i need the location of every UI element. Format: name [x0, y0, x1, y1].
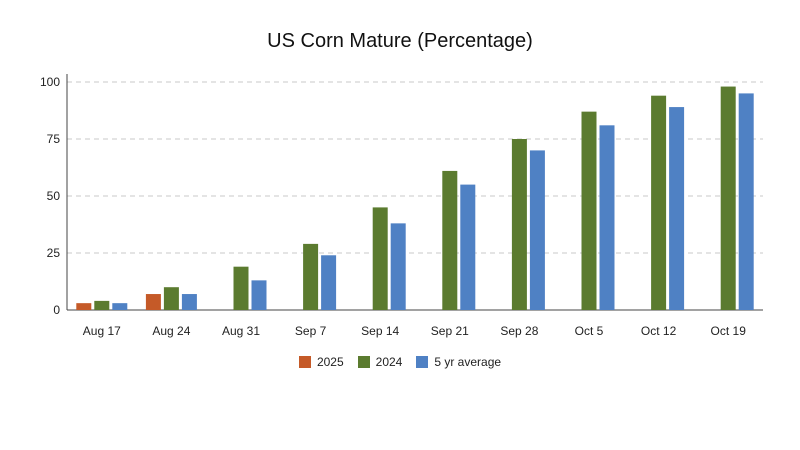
- x-tick-label: Aug 24: [152, 324, 190, 338]
- x-tick-label: Sep 14: [361, 324, 399, 338]
- bar-5-yr-average: [738, 93, 754, 311]
- legend-label: 5 yr average: [434, 355, 502, 369]
- x-tick-label: Sep 7: [295, 324, 327, 338]
- legend-swatch: [416, 356, 429, 368]
- bar-2024: [163, 287, 179, 310]
- legend-item: 5 yr average: [416, 355, 501, 369]
- bar-5-yr-average: [251, 280, 267, 310]
- legend-item: 2024: [357, 355, 403, 369]
- y-tick-label: 75: [47, 132, 61, 146]
- bar-2024: [581, 111, 597, 310]
- bar-5-yr-average: [181, 294, 197, 310]
- legend-label: 2024: [375, 355, 403, 369]
- x-tick-label: Sep 28: [500, 324, 538, 338]
- bar-2024: [651, 95, 667, 311]
- bar-2025: [76, 303, 92, 310]
- bar-5-yr-average: [390, 223, 406, 310]
- bar-5-yr-average: [599, 125, 615, 310]
- bar-5-yr-average: [321, 255, 337, 310]
- bar-5-yr-average: [669, 107, 685, 310]
- legend: 2025 2024 5 yr average: [0, 355, 800, 369]
- bar-5-yr-average: [529, 150, 545, 310]
- x-tick-label: Aug 17: [83, 324, 121, 338]
- bar-2024: [442, 170, 458, 310]
- bar-2025: [145, 294, 161, 310]
- legend-swatch: [298, 356, 311, 368]
- x-tick-label: Oct 5: [575, 324, 604, 338]
- y-tick-label: 100: [40, 75, 60, 89]
- x-tick-label: Aug 31: [222, 324, 260, 338]
- bar-2024: [94, 300, 110, 310]
- bar-2024: [720, 86, 736, 310]
- y-tick-label: 25: [47, 246, 61, 260]
- bar-2024: [511, 139, 527, 310]
- bar-2024: [233, 266, 249, 310]
- bar-2024: [372, 207, 388, 310]
- bar-5-yr-average: [460, 184, 476, 310]
- bar-5-yr-average: [112, 303, 128, 310]
- x-tick-label: Sep 21: [431, 324, 469, 338]
- x-tick-label: Oct 19: [711, 324, 747, 338]
- y-tick-label: 0: [53, 303, 60, 317]
- x-tick-label: Oct 12: [641, 324, 677, 338]
- y-tick-label: 50: [47, 189, 61, 203]
- legend-item: 2025: [298, 355, 344, 369]
- chart-title: US Corn Mature (Percentage): [267, 30, 533, 52]
- legend-label: 2025: [316, 355, 344, 369]
- legend-swatch: [357, 356, 370, 368]
- bar-2024: [303, 243, 319, 310]
